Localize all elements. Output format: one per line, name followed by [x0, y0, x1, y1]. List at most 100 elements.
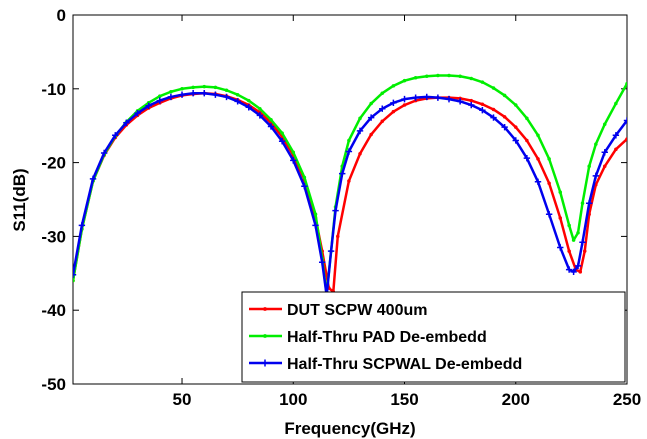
x-tick-label: 50: [173, 390, 192, 409]
x-tick-label: 100: [279, 390, 307, 409]
data-point: [302, 175, 307, 180]
series-layer: [73, 73, 627, 299]
legend-box: [241, 291, 626, 383]
data-point: [256, 112, 264, 119]
data-point: [123, 119, 130, 126]
data-point: [332, 207, 339, 214]
data-point: [565, 266, 573, 273]
data-point: [547, 157, 551, 161]
data-point: [73, 271, 77, 278]
data-point: [594, 142, 598, 146]
data-point: [480, 102, 485, 107]
data-point: [327, 247, 335, 255]
data-point: [502, 115, 507, 119]
data-point: [479, 107, 486, 114]
data-point: [545, 211, 553, 218]
data-point: [585, 199, 593, 207]
y-tick-label: -50: [41, 375, 66, 394]
data-point: [525, 138, 529, 143]
data-point: [134, 109, 141, 117]
data-point: [413, 75, 418, 80]
data-point: [574, 262, 582, 270]
data-point: [278, 137, 286, 145]
data-point: [89, 175, 97, 183]
data-point: [547, 181, 551, 186]
data-point: [401, 95, 408, 103]
data-point: [614, 101, 618, 106]
data-point: [571, 238, 576, 242]
data-point: [592, 172, 600, 180]
data-point: [625, 81, 627, 86]
y-axis-label: S11(dB): [10, 168, 29, 231]
data-point: [391, 84, 396, 88]
data-point: [567, 249, 571, 253]
data-point: [612, 132, 620, 139]
data-point: [145, 102, 152, 109]
data-point: [579, 239, 586, 246]
data-point: [436, 73, 440, 78]
data-point: [247, 98, 251, 103]
data-point: [587, 164, 591, 169]
data-point: [100, 149, 108, 157]
data-point: [576, 230, 580, 235]
data-point: [536, 133, 540, 138]
data-point: [490, 114, 497, 121]
data-point: [318, 259, 326, 266]
y-tick-label: -30: [41, 227, 66, 246]
legend-label: Half-Thru PAD De-embedd: [287, 329, 487, 346]
data-point: [291, 150, 296, 155]
data-point: [158, 94, 162, 98]
data-point: [445, 95, 453, 103]
data-point: [469, 76, 474, 81]
data-point: [212, 91, 219, 98]
series-2: [73, 90, 627, 299]
data-point: [582, 249, 587, 253]
data-point: [367, 114, 375, 121]
data-point: [245, 104, 252, 111]
data-point: [369, 101, 373, 106]
data-point: [202, 84, 207, 89]
y-tick-label: -20: [41, 154, 66, 173]
data-point: [602, 122, 607, 126]
data-point: [380, 119, 385, 124]
data-point: [213, 85, 218, 90]
data-point: [380, 91, 385, 95]
y-tick-label: -10: [41, 80, 66, 99]
data-point: [625, 137, 627, 141]
data-point: [456, 98, 464, 105]
data-point: [623, 117, 627, 124]
data-point: [280, 131, 284, 135]
data-point: [491, 86, 496, 90]
axis-ticks: 50 100 150 200 250 0 -10 -20 -30 -40 -50: [41, 6, 641, 409]
data-point: [557, 244, 564, 251]
data-point: [391, 109, 396, 114]
data-point: [523, 154, 531, 162]
data-point: [223, 93, 230, 101]
data-point: [336, 234, 340, 239]
data-point: [267, 123, 275, 130]
data-point: [369, 132, 373, 137]
data-point: [512, 137, 519, 144]
data-point: [258, 106, 262, 111]
data-point: [402, 103, 407, 107]
data-point: [312, 222, 319, 229]
data-point: [580, 201, 585, 205]
data-point: [358, 116, 362, 121]
data-point: [339, 170, 346, 177]
data-point: [558, 216, 563, 220]
data-point: [513, 125, 518, 129]
data-point: [412, 94, 419, 101]
legend-label: Half-Thru SCPWAL De-embedd: [287, 356, 522, 373]
data-point: [156, 97, 163, 104]
data-point: [525, 116, 529, 121]
legend: DUT SCPW 400um Half-Thru PAD De-embedd Hal…: [241, 291, 626, 383]
data-point: [534, 178, 542, 185]
data-point: [234, 98, 241, 105]
data-point: [263, 307, 267, 311]
data-point: [73, 278, 75, 283]
data-point: [567, 223, 571, 228]
data-point: [424, 74, 429, 79]
data-point: [469, 98, 474, 103]
data-point: [402, 78, 407, 83]
